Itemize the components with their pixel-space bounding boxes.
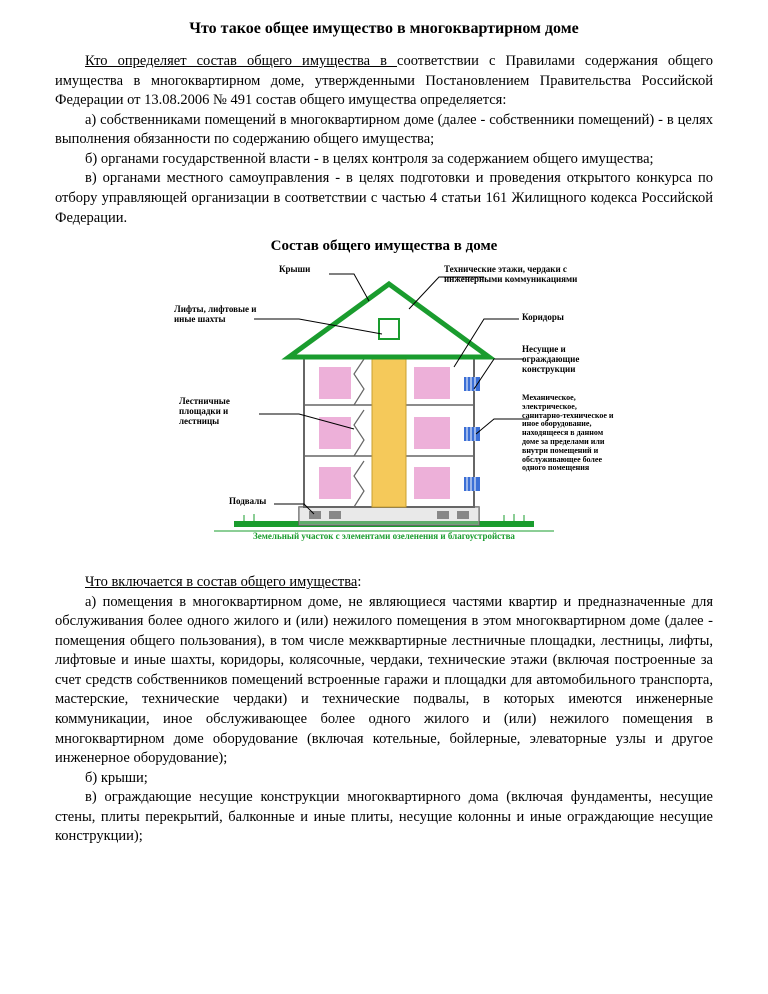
list2-item-b: б) крыши; — [55, 769, 713, 789]
house-diagram: Крыши Технические этажи, чердаки с инжен… — [154, 259, 614, 559]
list2-item-v: в) ограждающие несущие конструкции много… — [55, 788, 713, 847]
section2-heading: Что включается в состав общего имущества… — [55, 573, 713, 593]
list1-item-b: б) органами государственной власти - в ц… — [55, 150, 713, 170]
page-title: Что такое общее имущество в многоквартир… — [55, 20, 713, 38]
intro-underline: Кто определяет состав общего имущества в — [85, 53, 397, 69]
section2-colon: : — [357, 574, 361, 590]
document-page: Что такое общее имущество в многоквартир… — [0, 0, 768, 877]
list2-item-a: а) помещения в многоквартирном доме, не … — [55, 593, 713, 769]
label-roof: Крыши — [279, 265, 310, 275]
list1-item-a: а) собственниками помещений в многокварт… — [55, 111, 713, 150]
label-basements: Подвалы — [229, 497, 266, 507]
diagram-title: Состав общего имущества в доме — [55, 238, 713, 255]
section2-underline: Что включается в состав общего имущества — [85, 574, 357, 590]
list1-item-v: в) органами местного самоуправления - в … — [55, 169, 713, 228]
label-elevators: Лифты, лифтовые и иные шахты — [174, 305, 264, 325]
label-stairs: Лестничные площадки и лестницы — [179, 397, 254, 427]
label-attic: Технические этажи, чердаки с инженерными… — [444, 265, 589, 285]
label-corridors: Коридоры — [522, 313, 564, 323]
label-bearing: Несущие и ограждающие конструкции — [522, 345, 602, 375]
label-ground: Земельный участок с элементами озеленени… — [154, 531, 614, 541]
label-mech: Механическое, электрическое, санитарно-т… — [522, 394, 617, 473]
intro-paragraph: Кто определяет состав общего имущества в… — [55, 52, 713, 111]
